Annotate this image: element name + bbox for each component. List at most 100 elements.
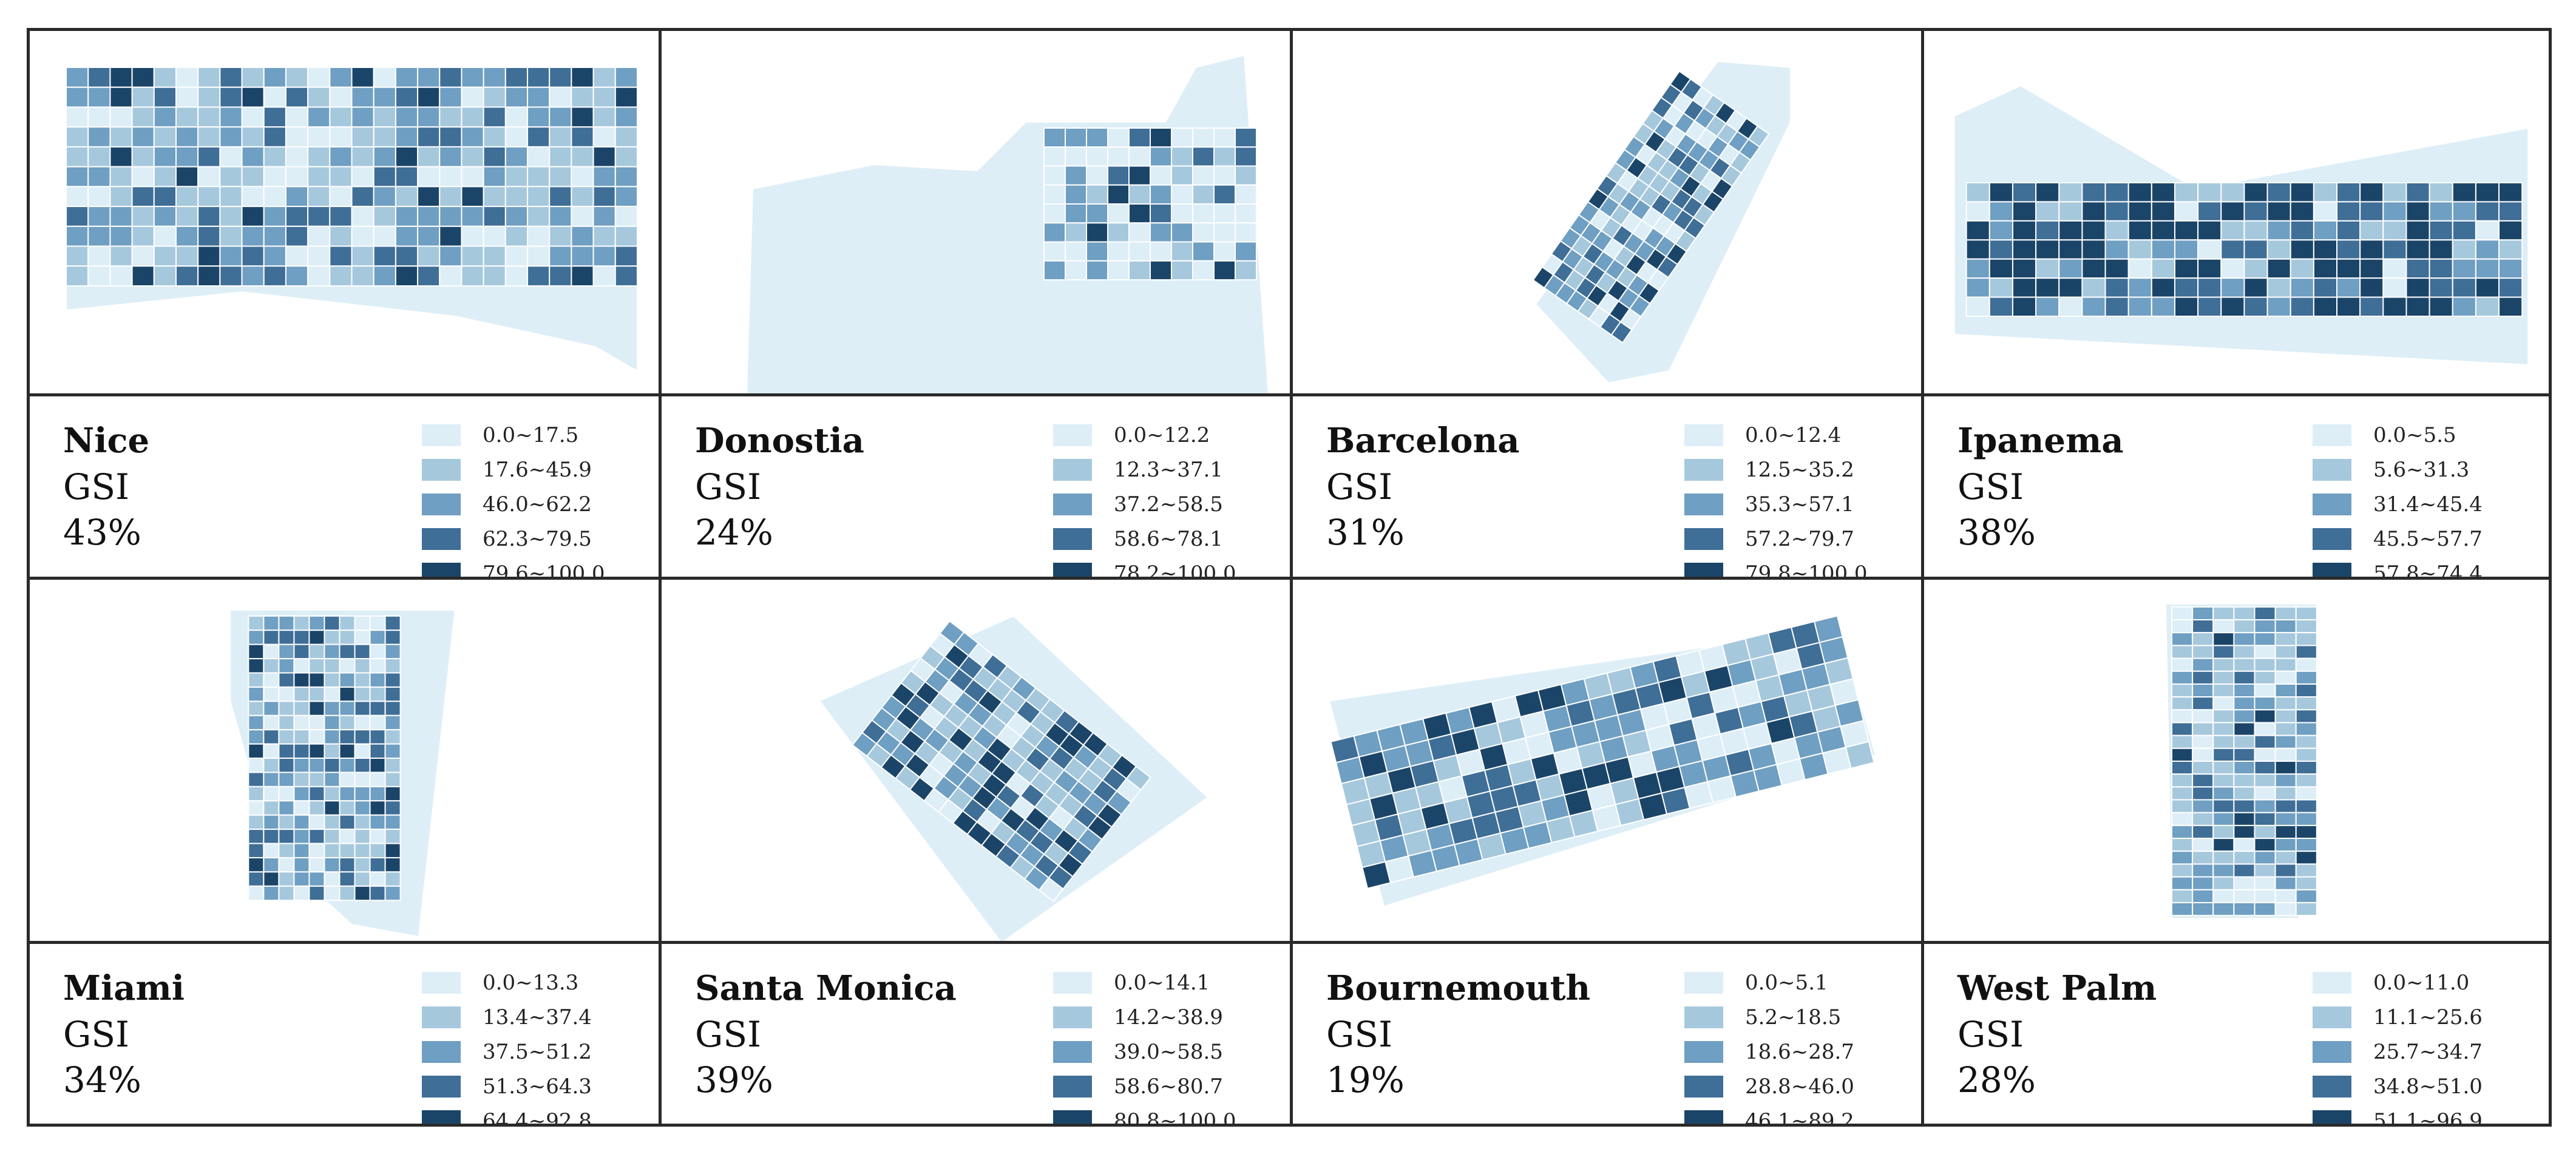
legend-label: 14.2~38.9 <box>1114 1005 1223 1030</box>
parcel <box>461 146 484 168</box>
parcel <box>2295 799 2317 813</box>
parcel <box>66 245 89 267</box>
parcel <box>2171 670 2194 685</box>
parcel <box>329 146 353 168</box>
parcel <box>2254 760 2276 775</box>
city-name: Bournemouth <box>1326 968 1591 1008</box>
parcel <box>329 86 353 108</box>
parcel <box>197 86 221 108</box>
parcel <box>308 714 325 731</box>
legend-row: 78.2~100.0 <box>1053 558 1253 577</box>
parcel <box>2171 799 2194 813</box>
parcel <box>248 814 265 830</box>
parcel <box>241 67 265 88</box>
parcel <box>1235 222 1257 243</box>
parcel <box>285 126 309 148</box>
parcel <box>2475 239 2500 260</box>
parcel <box>2254 645 2276 659</box>
parcel <box>339 672 356 688</box>
parcel <box>2127 277 2152 298</box>
parcel <box>395 225 419 247</box>
parcel <box>2405 239 2430 260</box>
legend-label: 51.1~96.9 <box>2373 1109 2483 1124</box>
parcel <box>248 843 265 858</box>
parcel <box>2274 760 2297 775</box>
parcel <box>175 245 199 267</box>
parcel <box>293 843 310 858</box>
legend-row: 45.5~57.7 <box>2313 523 2513 558</box>
parcel <box>373 245 396 267</box>
parcel <box>2171 632 2194 646</box>
parcel <box>2475 258 2500 279</box>
parcel <box>324 843 341 858</box>
legend-row: 28.8~46.0 <box>1684 1071 1885 1105</box>
parcel <box>219 225 243 247</box>
map-nice <box>30 31 659 393</box>
map-santa-monica-svg <box>818 615 1209 941</box>
parcel <box>351 106 375 128</box>
parcel <box>2254 709 2276 724</box>
parcel <box>2151 182 2175 203</box>
parcel <box>2295 747 2317 762</box>
parcel <box>2127 258 2152 279</box>
parcel <box>461 225 484 247</box>
parcel <box>2220 201 2245 222</box>
parcel <box>504 86 529 108</box>
parcel <box>571 245 594 267</box>
parcel <box>197 146 221 168</box>
parcel <box>384 729 401 745</box>
parcel <box>1192 241 1215 262</box>
legend-label: 34.8~51.0 <box>2373 1074 2483 1099</box>
legend-label: 0.0~5.1 <box>1745 971 1828 995</box>
parcel <box>2336 239 2361 260</box>
parcel <box>263 86 286 108</box>
legend-row: 46.1~89.2 <box>1684 1105 1885 1124</box>
parcel <box>2295 709 2317 724</box>
parcel <box>153 225 177 247</box>
parcel <box>527 206 551 227</box>
parcel <box>592 86 616 108</box>
parcel <box>592 245 616 267</box>
parcel <box>354 785 371 802</box>
parcel <box>153 245 177 267</box>
parcel <box>2171 863 2194 878</box>
parcel <box>461 245 484 267</box>
panel-info-west-palm: West Palm GSI 28% 0.0~11.0 11.1~25.6 25.7~… <box>1924 944 2549 1124</box>
parcel <box>2295 760 2317 775</box>
parcel <box>324 658 341 674</box>
parcel <box>2192 722 2214 736</box>
parcel <box>483 225 506 247</box>
parcel <box>2266 201 2291 222</box>
legend-swatch <box>1053 563 1092 577</box>
parcel <box>109 166 133 188</box>
legend-swatch <box>1684 972 1723 994</box>
parcel <box>1043 203 1066 224</box>
parcel <box>2254 901 2276 917</box>
parcel <box>241 245 265 267</box>
parcel <box>1086 127 1108 148</box>
parcel <box>324 643 341 660</box>
parcel <box>2295 670 2317 685</box>
parcel <box>1086 203 1108 224</box>
parcel <box>2035 239 2060 260</box>
parcel <box>369 885 386 901</box>
parcel <box>373 106 396 128</box>
parcel <box>504 206 529 227</box>
legend-swatch <box>2313 1041 2351 1063</box>
parcel <box>2254 850 2276 865</box>
parcel <box>1043 260 1066 280</box>
parcel <box>1171 127 1193 148</box>
parcel <box>2266 258 2291 279</box>
parcel <box>2336 296 2361 317</box>
parcel <box>2452 201 2476 222</box>
parcel <box>278 829 295 844</box>
legend-label: 79.8~100.0 <box>1745 562 1868 577</box>
parcel <box>308 843 325 858</box>
parcel <box>1107 260 1130 280</box>
legend-swatch <box>1684 1076 1723 1098</box>
parcel <box>369 714 386 731</box>
parcel <box>175 86 199 108</box>
parcel <box>384 701 401 716</box>
parcel <box>324 857 341 873</box>
parcel <box>278 843 295 858</box>
